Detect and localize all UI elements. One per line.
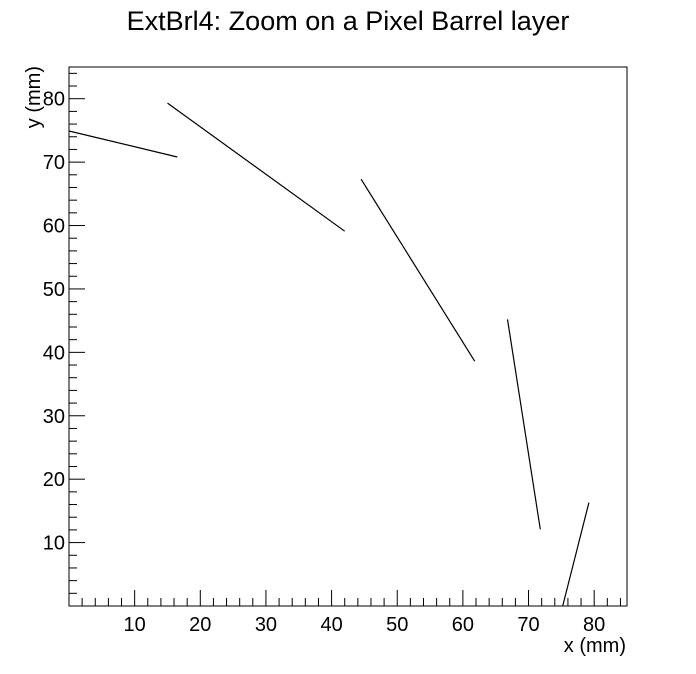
y-axis-label: y (mm) bbox=[23, 66, 45, 128]
series-module-5 bbox=[562, 502, 590, 607]
plot-frame bbox=[68, 66, 628, 607]
x-tick-label: 70 bbox=[517, 614, 539, 636]
y-tick-label: 50 bbox=[43, 279, 65, 301]
y-tick-label: 60 bbox=[43, 216, 65, 238]
x-tick-label: 10 bbox=[124, 614, 146, 636]
x-tick-label: 80 bbox=[583, 614, 605, 636]
chart-title: ExtBrl4: Zoom on a Pixel Barrel layer bbox=[127, 6, 570, 36]
series-module-4 bbox=[506, 319, 541, 530]
y-tick-label: 30 bbox=[43, 406, 65, 428]
x-tick-label: 60 bbox=[452, 614, 474, 636]
x-tick-label: 40 bbox=[320, 614, 342, 636]
y-tick-label: 10 bbox=[43, 533, 65, 555]
y-tick-label: 70 bbox=[43, 152, 65, 174]
x-tick-label: 20 bbox=[189, 614, 211, 636]
x-tick-label: 50 bbox=[386, 614, 408, 636]
y-tick-label: 20 bbox=[43, 469, 65, 491]
plot-area: 10 20 30 40 50 60 70 80 10 20 30 40 50 60 70 80 bbox=[43, 66, 628, 636]
series-module-2 bbox=[167, 102, 346, 232]
x-axis-label: x (mm) bbox=[564, 635, 626, 657]
y-tick-label: 80 bbox=[43, 89, 65, 111]
series-module-3 bbox=[360, 178, 476, 362]
x-tick-label: 30 bbox=[255, 614, 277, 636]
series-module-1 bbox=[68, 130, 178, 158]
y-tick-label: 40 bbox=[43, 342, 65, 364]
